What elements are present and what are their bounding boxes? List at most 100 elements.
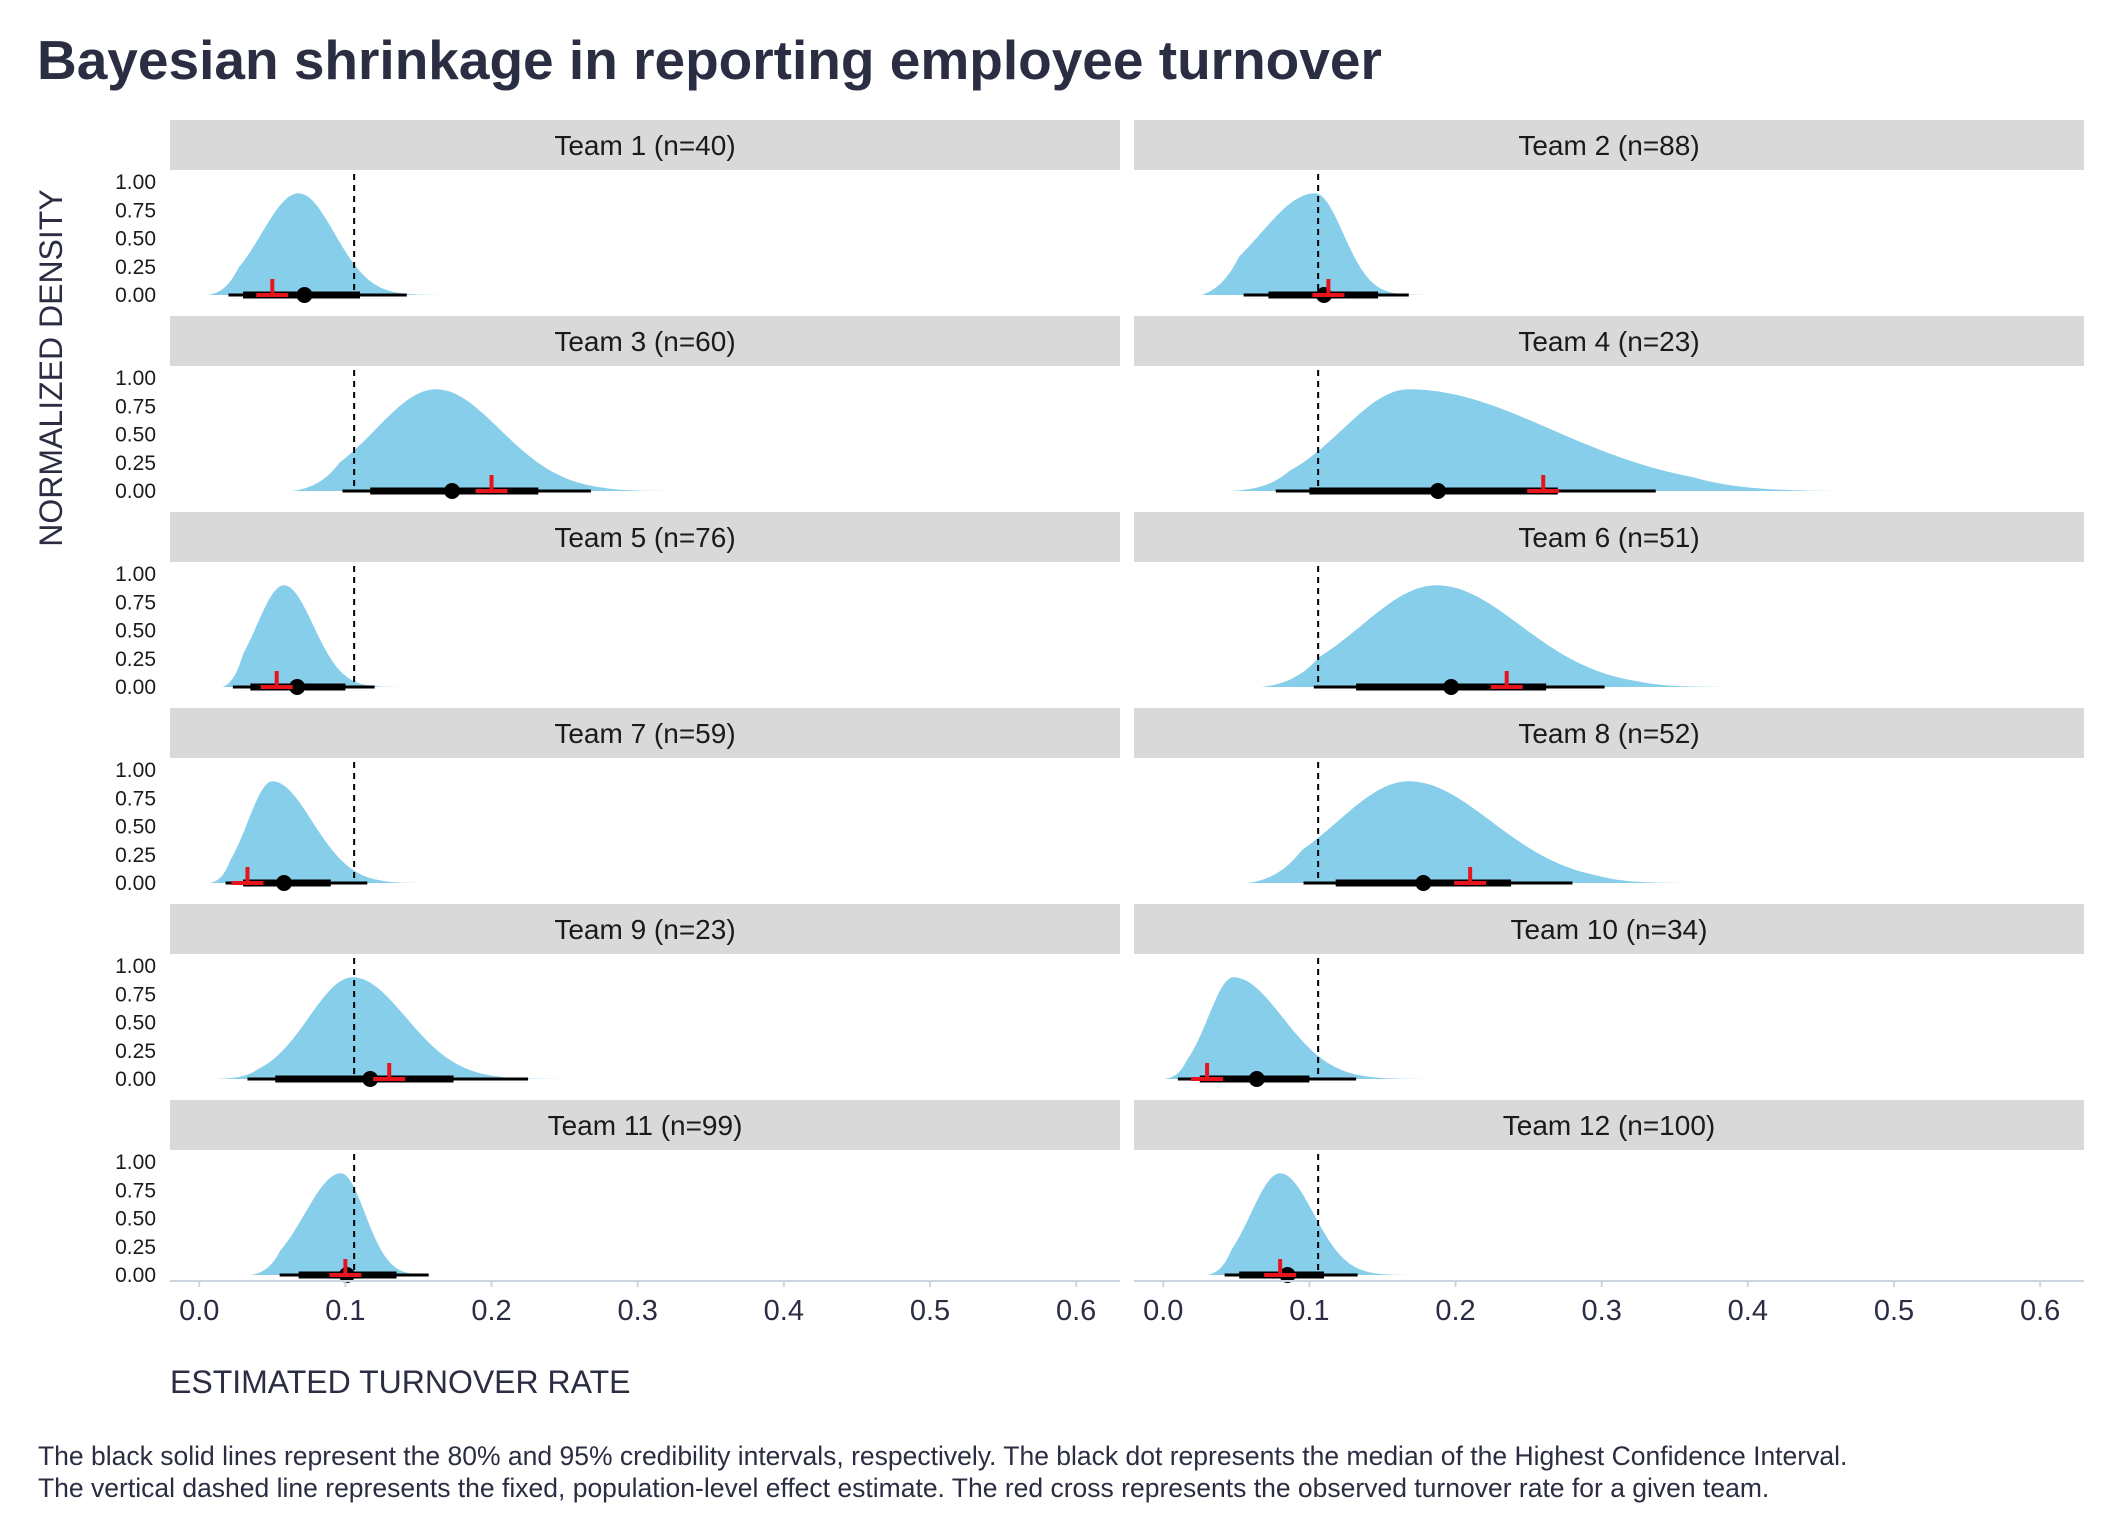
chart-caption: The black solid lines represent the 80% … xyxy=(38,1440,2098,1504)
x-tick-label: 0.4 xyxy=(764,1295,804,1327)
panel-7: Team 7 (n=59) 0.00 0.25 0.50 0.75 1.00 xyxy=(115,708,1120,895)
median-dot xyxy=(1248,1071,1265,1087)
y-tick-label: 0.50 xyxy=(115,1208,156,1231)
y-tick-label: 0.75 xyxy=(115,787,156,810)
panel-3: Team 3 (n=60) 0.00 0.25 0.50 0.75 1.00 xyxy=(115,316,1120,503)
y-tick-label: 1.00 xyxy=(115,955,156,978)
facet-strip xyxy=(170,120,1120,170)
panel-6: Team 6 (n=51) xyxy=(1134,512,2084,695)
facet-label: Team 6 (n=51) xyxy=(1518,522,1699,553)
posterior-density-area xyxy=(208,193,569,295)
y-tick-label: 0.25 xyxy=(115,452,156,475)
y-tick-label: 0.50 xyxy=(115,816,156,839)
y-tick-label: 0.75 xyxy=(115,395,156,418)
posterior-density-area xyxy=(1201,193,1558,295)
facet-strip xyxy=(1134,1100,2084,1150)
y-tick-label: 0.50 xyxy=(115,424,156,447)
y-tick-label: 0.50 xyxy=(115,1012,156,1035)
x-tick-label: 0.3 xyxy=(618,1295,658,1327)
facet-strip xyxy=(1134,708,2084,758)
panel-10: Team 10 (n=34) xyxy=(1134,904,2084,1087)
x-tick-label: 0.0 xyxy=(179,1295,219,1327)
facet-label: Team 4 (n=23) xyxy=(1518,326,1699,357)
facet-label: Team 5 (n=76) xyxy=(554,522,735,553)
panel-9: Team 9 (n=23) 0.00 0.25 0.50 0.75 1.00 xyxy=(115,904,1120,1091)
y-tick-label: 1.00 xyxy=(115,759,156,782)
x-tick-label: 0.4 xyxy=(1728,1295,1768,1327)
posterior-density-area xyxy=(250,1173,515,1275)
panel-12: Team 12 (n=100) 0.0 0.1 0.2 0.3 0.4 0.5 0.6 xyxy=(1134,1100,2084,1327)
posterior-density-area xyxy=(1207,1173,1441,1275)
y-tick-label: 1.00 xyxy=(115,367,156,390)
posterior-density-area xyxy=(1163,977,1485,1079)
x-tick-label: 0.6 xyxy=(1056,1295,1096,1327)
facet-strip xyxy=(170,512,1120,562)
median-dot xyxy=(1415,875,1432,891)
facet-label: Team 1 (n=40) xyxy=(554,130,735,161)
y-tick-label: 1.00 xyxy=(115,171,156,194)
facet-label: Team 3 (n=60) xyxy=(554,326,735,357)
y-tick-label: 0.00 xyxy=(115,480,156,503)
panel-8: Team 8 (n=52) xyxy=(1134,708,2084,891)
y-tick-label: 0.75 xyxy=(115,199,156,222)
posterior-density-area xyxy=(222,585,445,687)
facet-label: Team 2 (n=88) xyxy=(1518,130,1699,161)
y-tick-label: 0.00 xyxy=(115,1068,156,1091)
facet-label: Team 12 (n=100) xyxy=(1503,1110,1715,1141)
median-dot xyxy=(296,287,313,303)
x-axis-title: ESTIMATED TURNOVER RATE xyxy=(170,1364,630,1400)
y-tick-label: 1.00 xyxy=(115,563,156,586)
posterior-density-area xyxy=(209,781,438,883)
facet-label: Team 10 (n=34) xyxy=(1511,914,1708,945)
posterior-density-area xyxy=(1229,389,1836,491)
x-tick-label: 0.1 xyxy=(1289,1295,1329,1327)
facet-label: Team 9 (n=23) xyxy=(554,914,735,945)
median-dot xyxy=(1430,483,1446,499)
y-tick-label: 0.25 xyxy=(115,844,156,867)
posterior-density-area xyxy=(291,389,689,491)
y-axis-title: NORMALIZED DENSITY xyxy=(33,189,69,546)
facet-strip xyxy=(170,316,1120,366)
x-tick-label: 0.2 xyxy=(1435,1295,1475,1327)
facet-strip xyxy=(1134,316,2084,366)
facet-label: Team 11 (n=99) xyxy=(548,1110,743,1141)
panel-1: Team 1 (n=40) 0.00 0.25 0.50 0.75 1.00 xyxy=(115,120,1120,307)
facet-strip xyxy=(170,1100,1120,1150)
x-tick-label: 0.3 xyxy=(1582,1295,1622,1327)
facet-strip xyxy=(170,904,1120,954)
x-tick-label: 0.0 xyxy=(1143,1295,1183,1327)
median-dot xyxy=(444,483,461,499)
facet-strip xyxy=(1134,120,2084,170)
median-dot xyxy=(1443,679,1460,695)
chart-title: Bayesian shrinkage in reporting employee… xyxy=(37,29,1382,91)
y-tick-label: 0.25 xyxy=(115,1040,156,1063)
posterior-density-area xyxy=(1248,781,1693,883)
panel-11: Team 11 (n=99) 0.00 0.25 0.50 0.75 1.00 0.0 0.1… xyxy=(115,1100,1120,1327)
y-tick-label: 0.25 xyxy=(115,648,156,671)
caption-line-2: The vertical dashed line represents the … xyxy=(38,1473,1770,1503)
y-tick-label: 1.00 xyxy=(115,1151,156,1174)
y-tick-label: 0.75 xyxy=(115,983,156,1006)
y-tick-label: 0.25 xyxy=(115,1236,156,1259)
caption-line-1: The black solid lines represent the 80% … xyxy=(38,1441,1848,1471)
y-tick-label: 0.50 xyxy=(115,620,156,643)
x-tick-label: 0.6 xyxy=(2020,1295,2060,1327)
y-tick-label: 0.00 xyxy=(115,284,156,307)
x-tick-label: 0.1 xyxy=(325,1295,365,1327)
y-tick-label: 0.00 xyxy=(115,1264,156,1287)
y-tick-label: 0.75 xyxy=(115,591,156,614)
posterior-density-area xyxy=(210,977,689,1079)
y-tick-label: 0.75 xyxy=(115,1179,156,1202)
facet-label: Team 7 (n=59) xyxy=(554,718,735,749)
x-tick-label: 0.5 xyxy=(1874,1295,1914,1327)
x-tick-label: 0.2 xyxy=(471,1295,511,1327)
y-tick-label: 0.25 xyxy=(115,256,156,279)
median-dot xyxy=(362,1071,379,1087)
panel-2: Team 2 (n=88) xyxy=(1134,120,2084,303)
y-tick-label: 0.00 xyxy=(115,676,156,699)
y-tick-label: 0.50 xyxy=(115,228,156,251)
panel-5: Team 5 (n=76) 0.00 0.25 0.50 0.75 1.00 xyxy=(115,512,1120,699)
x-tick-label: 0.5 xyxy=(910,1295,950,1327)
posterior-density-area xyxy=(1261,585,1741,687)
